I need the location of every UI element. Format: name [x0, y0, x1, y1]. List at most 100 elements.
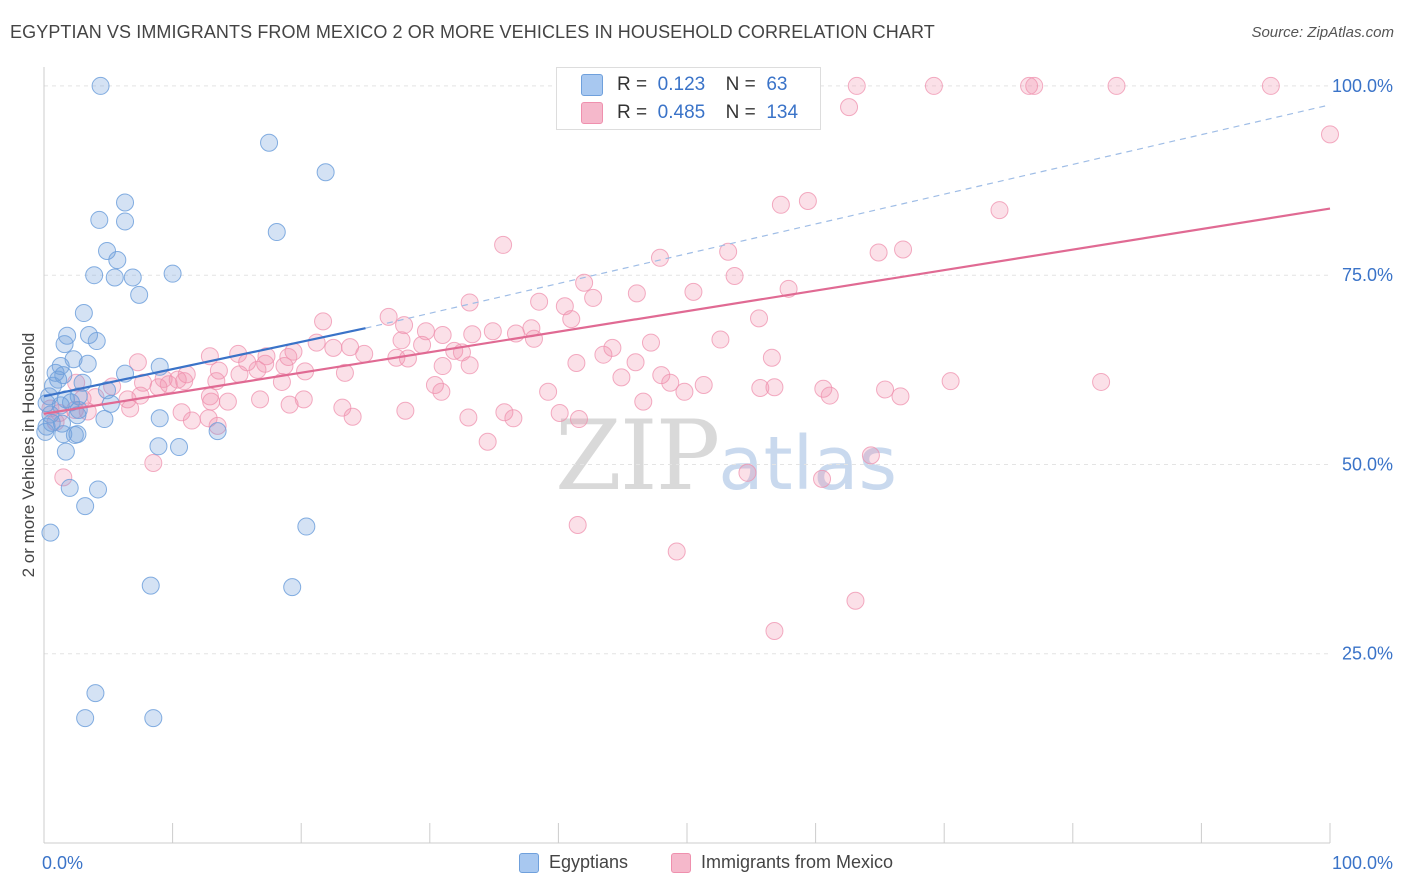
data-point-mexico [876, 380, 895, 399]
data-point-mexico [846, 591, 865, 610]
y-tick-label: 75.0% [1342, 265, 1393, 285]
axis-labels: 25.0% 50.0% 75.0% 100.0% 0.0% 100.0% 2 or more… [19, 76, 1393, 873]
data-point-mexico [433, 326, 452, 345]
data-point-egyptians [76, 709, 95, 728]
data-point-mexico [694, 375, 713, 394]
data-point-mexico [941, 372, 960, 391]
data-point-egyptians [163, 264, 182, 283]
legend-r-label: R = [617, 102, 648, 123]
legend-row-mexico: R = 0.485 N = 134 [581, 102, 798, 124]
data-point-egyptians [123, 268, 142, 287]
data-point-egyptians [283, 578, 302, 597]
legend-label-egyptians: Egyptians [549, 852, 629, 872]
data-point-mexico [539, 382, 558, 401]
data-point-egyptians [208, 422, 227, 441]
trend-line-egyptians [43, 327, 366, 398]
data-point-mexico [324, 338, 343, 357]
legend-r-value: 0.485 [657, 102, 706, 123]
data-point-egyptians [149, 437, 168, 456]
legend-swatch-mexico [581, 102, 603, 124]
data-point-mexico [567, 354, 586, 373]
data-point-mexico [432, 382, 451, 401]
trend-line-mexico [43, 207, 1331, 415]
data-point-egyptians [91, 76, 110, 95]
data-point-egyptians [267, 223, 286, 242]
data-point-mexico [1261, 76, 1280, 95]
data-point-mexico [144, 453, 163, 472]
data-point-mexico [395, 316, 414, 335]
data-point-egyptians [130, 285, 149, 304]
legend-item-mexico[interactable]: Immigrants from Mexico [671, 852, 893, 873]
data-point-mexico [209, 361, 228, 380]
data-point-egyptians [150, 409, 169, 428]
data-point-egyptians [68, 406, 87, 425]
data-point-egyptians [55, 335, 74, 354]
data-point-mexico [1107, 76, 1126, 95]
data-point-mexico [175, 372, 194, 391]
data-point-egyptians [90, 210, 109, 229]
data-point-mexico [684, 282, 703, 301]
legend-n-value: 63 [766, 74, 788, 95]
data-point-egyptians [65, 425, 84, 444]
data-point-egyptians [116, 212, 135, 231]
series-mexico-points [41, 76, 1339, 641]
data-point-mexico [847, 76, 866, 95]
data-point-mexico [168, 370, 187, 389]
data-point-egyptians [144, 709, 163, 728]
data-point-mexico [603, 338, 622, 357]
data-point-mexico [202, 392, 221, 411]
legend-item-egyptians[interactable]: Egyptians [519, 852, 628, 873]
legend-swatch-egyptians [581, 74, 603, 96]
data-point-mexico [279, 347, 298, 366]
data-point-mexico [675, 382, 694, 401]
data-point-mexico [128, 353, 147, 372]
data-point-egyptians [260, 133, 279, 152]
data-point-mexico [814, 379, 833, 398]
data-point-mexico [1321, 125, 1339, 144]
data-point-mexico [379, 307, 398, 326]
data-point-mexico [459, 408, 478, 427]
data-point-mexico [494, 235, 513, 254]
data-point-mexico [612, 368, 631, 387]
data-point-egyptians [74, 304, 93, 323]
data-point-mexico [894, 240, 913, 259]
data-point-mexico [275, 357, 294, 376]
data-point-egyptians [41, 523, 60, 542]
data-point-mexico [121, 399, 140, 418]
watermark-zip: ZIP [555, 400, 720, 512]
data-point-mexico [779, 279, 798, 298]
data-point-mexico [840, 98, 859, 117]
correlation-legend: R = 0.123 N = 63 R = 0.485 N = 134 [556, 67, 821, 130]
data-point-mexico [230, 365, 249, 384]
data-point-mexico [550, 403, 569, 422]
data-point-mexico [172, 403, 191, 422]
data-point-mexico [771, 195, 790, 214]
legend-r-label: R = [617, 74, 648, 95]
data-point-mexico [861, 446, 880, 465]
data-point-mexico [569, 410, 588, 429]
data-point-mexico [652, 366, 671, 385]
chart-title: EGYPTIAN VS IMMIGRANTS FROM MEXICO 2 OR … [10, 22, 935, 42]
series-egyptians-points [36, 76, 335, 728]
data-point-mexico [568, 516, 587, 535]
bottom-legend: Egyptians Immigrants from Mexico [0, 852, 1406, 878]
data-point-mexico [990, 201, 1009, 220]
data-point-mexico [641, 333, 660, 352]
data-point-egyptians [76, 497, 95, 516]
data-point-mexico [562, 310, 581, 329]
legend-n-label: N = [725, 74, 756, 95]
data-point-mexico [248, 360, 267, 379]
data-point-mexico [798, 192, 817, 211]
trend-lines [43, 104, 1331, 415]
data-point-mexico [634, 392, 653, 411]
data-point-egyptians [49, 370, 68, 389]
data-point-mexico [314, 312, 333, 331]
data-point-mexico [584, 288, 603, 307]
data-point-mexico [650, 248, 669, 267]
data-point-mexico [667, 542, 686, 561]
data-point-egyptians [87, 332, 106, 351]
data-point-mexico [460, 356, 479, 375]
data-point-mexico [750, 309, 769, 328]
y-axis-title: 2 or more Vehicles in Household [19, 333, 38, 578]
data-point-mexico [433, 357, 452, 376]
